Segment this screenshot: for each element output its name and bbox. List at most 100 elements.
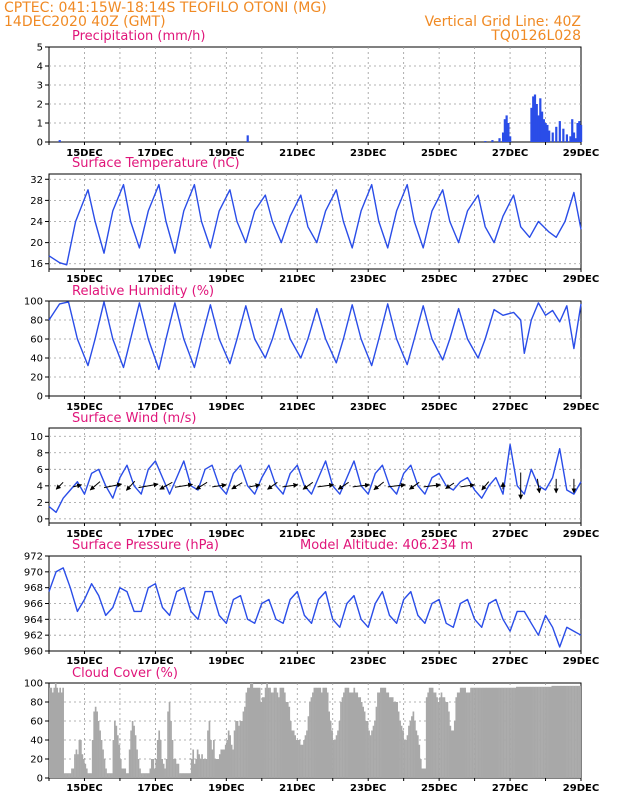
cloud-bar — [275, 687, 277, 778]
cloud-bar — [286, 702, 289, 778]
cloud-bar — [93, 711, 96, 778]
cloud-bar — [363, 711, 366, 778]
cloud-bar — [312, 692, 314, 778]
precip-bar — [555, 126, 558, 142]
cloud-bar — [235, 721, 237, 778]
cloud-bar — [393, 702, 396, 778]
cloud-bar — [173, 759, 175, 778]
cloud-bar — [49, 687, 51, 778]
cloud-bar — [514, 687, 517, 778]
cloud-bar — [431, 687, 434, 778]
cloud-bar — [121, 768, 124, 778]
cloud-bar — [143, 773, 146, 778]
cloud-bar — [542, 686, 545, 778]
wind-vector — [408, 481, 420, 490]
cloud-bar — [270, 692, 273, 778]
cloud-bar — [301, 744, 304, 778]
cloud-bar — [530, 686, 533, 778]
precip-bar — [544, 123, 547, 142]
cloud-bar — [394, 702, 397, 778]
cloud-bar — [383, 687, 385, 778]
cloud-bar — [155, 759, 158, 778]
cloud-bar — [536, 686, 539, 778]
cloud-bar — [570, 685, 573, 778]
cloud-bar — [347, 687, 350, 778]
x-tick-label: 27DEC — [492, 529, 528, 540]
x-tick-label: 25DEC — [421, 656, 457, 667]
precip-bar — [505, 115, 508, 142]
cloud-bar — [128, 749, 131, 778]
y-tick-label: 28 — [30, 196, 43, 207]
cloud-bar — [137, 759, 140, 778]
cloud-bar — [371, 730, 373, 778]
cloud-bar — [501, 687, 503, 778]
cloud-bar — [368, 730, 370, 778]
cloud-bar — [75, 749, 78, 778]
cloud-bar — [507, 687, 509, 778]
cloud-bar — [397, 711, 400, 778]
wind-vector — [174, 482, 194, 488]
cloud-bar — [148, 773, 150, 778]
cloud-bar — [94, 706, 97, 778]
x-tick-label: 23DEC — [350, 402, 386, 413]
y-tick-label: 100 — [24, 297, 43, 308]
cloud-bar — [331, 730, 333, 778]
cloud-bar — [458, 692, 461, 778]
y-tick-label: 0 — [37, 514, 43, 525]
cloud-bar — [264, 687, 267, 778]
cloud-bar — [233, 730, 236, 778]
cloud-bar — [436, 697, 438, 778]
cloud-bar — [108, 773, 110, 778]
cloud-bar — [145, 773, 147, 778]
precip-bar — [507, 123, 510, 142]
cloud-bar — [153, 768, 156, 778]
cloud-bar — [375, 706, 378, 778]
cloud-bar — [374, 721, 376, 778]
cloud-bar — [493, 687, 496, 778]
cloud-bar — [103, 759, 106, 778]
cloud-bar — [551, 685, 554, 778]
cloud-bar — [199, 759, 202, 778]
x-tick-label: 21DEC — [279, 783, 315, 794]
wind-vector — [445, 482, 455, 490]
cloud-bar — [205, 759, 208, 778]
cloud-bar — [282, 687, 285, 778]
cloud-bar — [443, 697, 446, 778]
cloud-bar — [57, 692, 60, 778]
cloud-bar — [248, 687, 251, 778]
cloud-bar — [229, 735, 231, 778]
cloud-bar — [380, 687, 382, 778]
cloud-bar — [498, 687, 500, 778]
wind-vector — [373, 481, 385, 491]
cloud-bar — [158, 730, 161, 778]
temp-line — [48, 183, 582, 266]
x-tick-label: 17DEC — [137, 148, 173, 159]
cloud-bar — [304, 735, 307, 778]
precip-bar — [548, 130, 551, 142]
cloud-bar — [114, 721, 116, 778]
cloud-bar — [63, 773, 66, 778]
cloud-bar — [295, 740, 298, 778]
cloud-bar — [50, 687, 53, 778]
cloud-bar — [332, 740, 335, 778]
cloud-bar — [477, 687, 480, 778]
x-tick-label: 19DEC — [208, 783, 244, 794]
cloud-bar — [300, 744, 302, 778]
cloud-bar — [440, 692, 443, 778]
cloud-bar — [65, 773, 67, 778]
cloud-bar — [526, 686, 529, 778]
cloud-bar — [210, 740, 212, 778]
x-tick-label: 29DEC — [563, 529, 599, 540]
cloud-bar — [402, 730, 404, 778]
y-tick-label: 20 — [30, 238, 43, 249]
y-tick-label: 6 — [37, 465, 43, 476]
cloud-bar — [201, 754, 203, 778]
panel-title: Precipitation (mm/h) — [72, 29, 205, 44]
x-tick-label: 29DEC — [563, 148, 599, 159]
y-tick-label: 16 — [30, 259, 43, 270]
cloud-bar — [87, 773, 90, 778]
cloud-bar — [468, 692, 471, 778]
panel-title: Surface Wind (m/s) — [72, 411, 196, 426]
cloud-bar — [252, 687, 255, 778]
